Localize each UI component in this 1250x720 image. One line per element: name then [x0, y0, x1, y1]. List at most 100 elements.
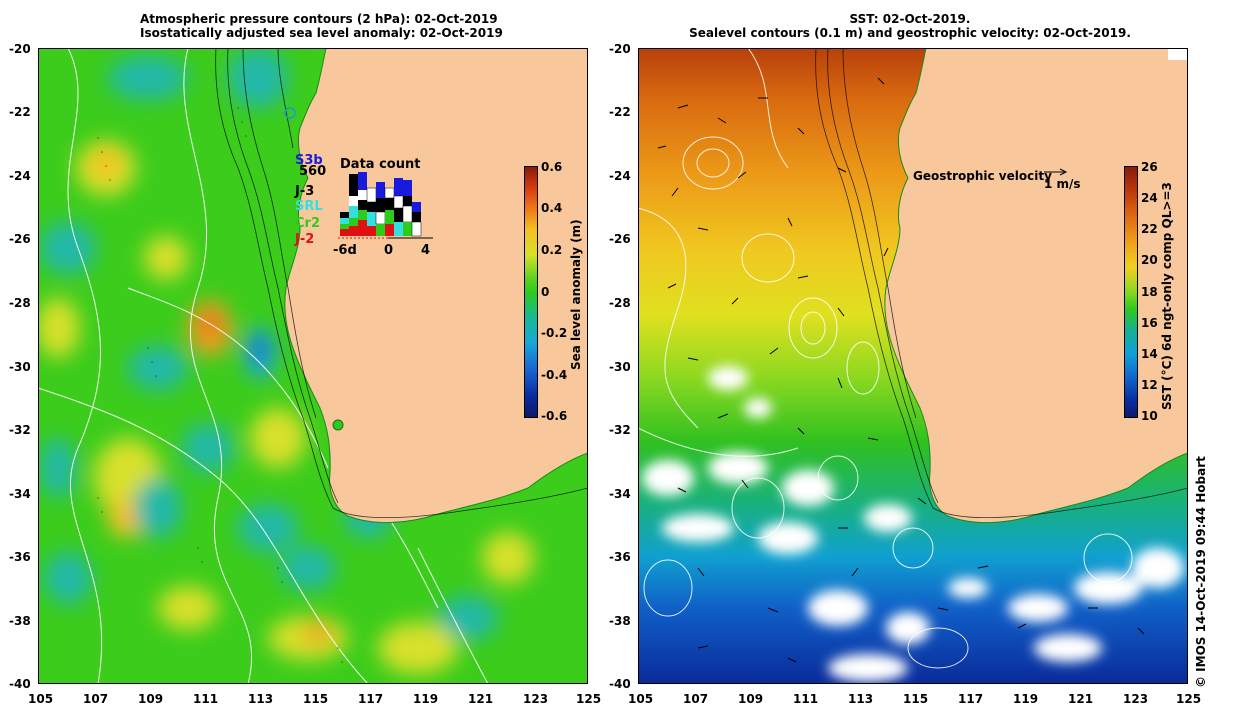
right-y-tick: -34	[609, 487, 631, 501]
velocity-legend-label: Geostrophic velocity	[913, 169, 1052, 183]
imos-credit: © IMOS 14-Oct-2019 09:44 Hobart	[1194, 456, 1208, 688]
sst-map	[638, 48, 1188, 684]
right-y-tick: -22	[609, 105, 631, 119]
tide-gauge-marker-south	[332, 419, 344, 431]
left-x-tick: 125	[576, 692, 602, 706]
left-x-tick: 115	[303, 692, 329, 706]
sat-label-srl: SRL	[295, 199, 323, 214]
right-x-tick: 115	[903, 692, 929, 706]
left-x-tick: 113	[248, 692, 274, 706]
data-count-title: Data count	[340, 157, 421, 172]
sst-map-frame	[638, 48, 1188, 684]
pressure-contours	[38, 48, 489, 684]
left-y-tick: -40	[9, 677, 31, 691]
sla-colorbar-tick: 0.2	[541, 243, 563, 257]
sla-colorbar-tick: 0	[541, 285, 550, 299]
histogram-label-zero: 0	[384, 243, 394, 258]
right-x-tick: 111	[793, 692, 819, 706]
right-x-tick: 105	[628, 692, 654, 706]
sst-colorbar-label: SST (°C) 6d ngt-only comp QL>=3	[1160, 182, 1174, 410]
sst-colorbar-tick: 22	[1141, 222, 1158, 236]
left-y-tick: -38	[9, 614, 31, 628]
sst-colorbar-tick: 16	[1141, 316, 1158, 330]
map-corner-gap	[1168, 48, 1188, 60]
right-x-tick: 119	[1013, 692, 1039, 706]
cloud-mask	[642, 366, 1184, 682]
geostrophic-velocity-arrows	[657, 77, 1145, 663]
bathymetry-contours	[815, 48, 1188, 519]
right-x-tick: 107	[683, 692, 709, 706]
tide-gauge-marker-north	[284, 107, 296, 119]
left-title-line1: Atmospheric pressure contours (2 hPa): 0…	[140, 12, 498, 26]
sst-colorbar-tick: 20	[1141, 253, 1158, 267]
sla-anomaly-field	[38, 48, 534, 674]
data-count-inset: S3b 560 J-3 SRL Cr2 J-2 Data count -6d 0…	[295, 150, 445, 260]
left-y-tick: -24	[9, 169, 31, 183]
australia-land	[884, 48, 1188, 523]
left-x-tick: 105	[28, 692, 54, 706]
left-x-tick: 107	[83, 692, 109, 706]
histogram-bars	[340, 172, 422, 237]
right-y-tick: -20	[609, 42, 631, 56]
right-y-tick: -28	[609, 296, 631, 310]
sst-colorbar-tick: 14	[1141, 347, 1158, 361]
left-title-line2: Isostatically adjusted sea level anomaly…	[140, 26, 503, 40]
sla-map-frame	[38, 48, 588, 684]
left-y-tick: -32	[9, 423, 31, 437]
right-y-tick: -24	[609, 169, 631, 183]
right-y-tick: -30	[609, 360, 631, 374]
altimeter-tracks	[97, 107, 343, 663]
right-y-tick: -40	[609, 677, 631, 691]
right-y-tick: -36	[609, 550, 631, 564]
australia-land	[284, 48, 588, 523]
left-x-tick: 119	[413, 692, 439, 706]
left-x-tick: 123	[523, 692, 549, 706]
sst-colorbar	[1124, 166, 1138, 418]
sla-colorbar-tick: 0.6	[541, 160, 563, 174]
bathymetry-contours	[215, 48, 588, 519]
sst-colorbar-tick: 12	[1141, 378, 1158, 392]
left-y-tick: -34	[9, 487, 31, 501]
right-x-tick: 125	[1176, 692, 1202, 706]
sat-label-j3: J-3	[295, 184, 315, 199]
sst-map-svg	[638, 48, 1188, 684]
data-count-histogram	[338, 172, 433, 239]
velocity-scale-label: 1 m/s	[1044, 177, 1081, 191]
left-x-tick: 121	[468, 692, 494, 706]
sst-colorbar-tick: 18	[1141, 285, 1158, 299]
sat-label-560: 560	[299, 164, 327, 179]
left-x-tick: 111	[193, 692, 219, 706]
right-x-tick: 117	[958, 692, 984, 706]
left-title: Atmospheric pressure contours (2 hPa): 0…	[140, 12, 503, 40]
histogram-label-start: -6d	[333, 243, 357, 258]
right-x-tick: 113	[848, 692, 874, 706]
sla-colorbar-label: Sea level anomaly (m)	[569, 219, 583, 370]
right-title: SST: 02-Oct-2019. Sealevel contours (0.1…	[660, 12, 1160, 40]
left-y-tick: -30	[9, 360, 31, 374]
sat-label-j2: J-2	[295, 232, 315, 247]
sat-label-s3b: S3b	[295, 153, 323, 168]
right-x-tick: 121	[1068, 692, 1094, 706]
right-x-tick: 123	[1123, 692, 1149, 706]
left-y-tick: -20	[9, 42, 31, 56]
right-x-tick: 109	[738, 692, 764, 706]
sla-colorbar-tick: -0.4	[541, 368, 568, 382]
right-title-line1: SST: 02-Oct-2019.	[849, 12, 971, 26]
left-y-tick: -26	[9, 232, 31, 246]
sat-label-cr2: Cr2	[295, 216, 320, 231]
sla-colorbar	[524, 166, 538, 418]
sst-colorbar-tick: 24	[1141, 191, 1158, 205]
left-y-tick: -36	[9, 550, 31, 564]
sla-map-svg	[38, 48, 588, 684]
sla-colorbar-tick: 0.4	[541, 201, 563, 215]
right-y-tick: -38	[609, 614, 631, 628]
right-y-tick: -26	[609, 232, 631, 246]
right-title-line2: Sealevel contours (0.1 m) and geostrophi…	[689, 26, 1131, 40]
sst-colorbar-tick: 26	[1141, 160, 1158, 174]
sla-map	[38, 48, 588, 684]
left-x-tick: 117	[358, 692, 384, 706]
right-y-tick: -32	[609, 423, 631, 437]
sla-colorbar-tick: -0.6	[541, 409, 568, 423]
histogram-label-end: 4	[421, 243, 431, 258]
left-y-tick: -22	[9, 105, 31, 119]
